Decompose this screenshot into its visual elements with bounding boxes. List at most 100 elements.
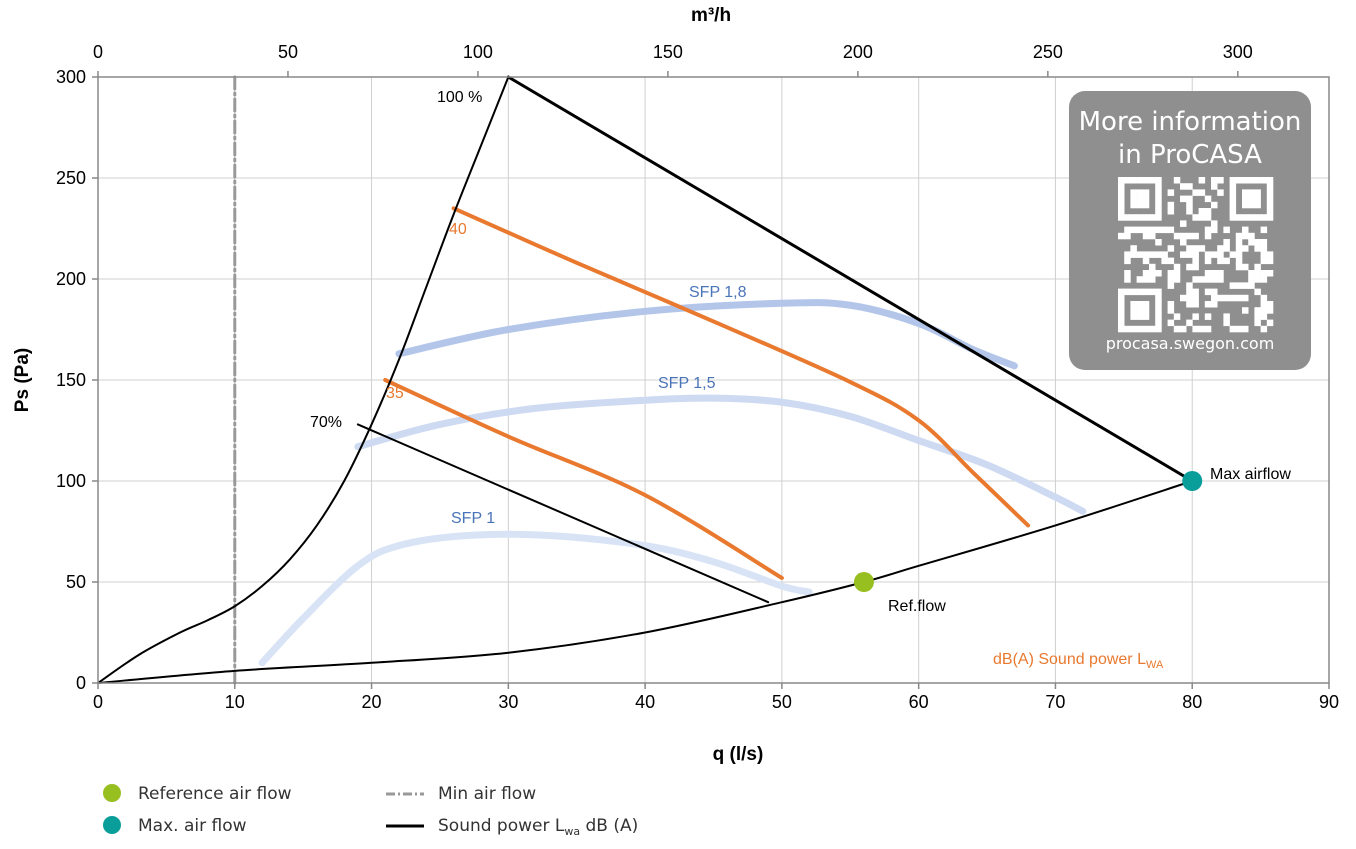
legend-reference-label: Reference air flow	[138, 784, 292, 804]
qr-module	[1186, 232, 1193, 240]
qr-module	[1149, 251, 1156, 258]
qr-module	[1142, 214, 1150, 221]
qr-module	[1155, 288, 1162, 296]
qr-module	[1124, 325, 1131, 333]
qr-module	[1266, 189, 1274, 196]
qr-module	[1242, 195, 1249, 203]
qr-module	[1173, 325, 1181, 333]
qr-module	[1242, 232, 1249, 240]
qr-module	[1186, 183, 1193, 190]
qr-module	[1242, 263, 1249, 271]
qr-module	[1229, 189, 1237, 196]
y-axis-title: Ps (Pa)	[12, 348, 33, 412]
qr-info-box[interactable]: More information in ProCASA procasa.sweg…	[1069, 91, 1311, 370]
qr-module	[1118, 189, 1125, 196]
qr-module	[1155, 239, 1162, 246]
qr-module	[1180, 294, 1187, 302]
qr-module	[1180, 325, 1187, 333]
qr-module	[1204, 301, 1212, 308]
qr-module	[1118, 208, 1125, 215]
qr-box-url: procasa.swegon.com	[1106, 334, 1275, 353]
qr-module	[1180, 195, 1187, 203]
qr-module	[1130, 307, 1137, 314]
qr-module	[1229, 177, 1237, 184]
qr-module	[1229, 294, 1237, 302]
qr-module	[1136, 276, 1144, 283]
qr-module	[1136, 313, 1144, 320]
qr-module	[1204, 214, 1212, 221]
qr-module	[1217, 251, 1224, 258]
qr-module	[1186, 319, 1193, 327]
qr-module	[1186, 251, 1193, 258]
qr-module	[1223, 319, 1230, 327]
qr-module	[1118, 301, 1125, 308]
qr-module	[1173, 232, 1181, 240]
qr-module	[1254, 195, 1261, 203]
qr-module	[1235, 245, 1243, 252]
qr-module	[1167, 257, 1175, 265]
qr-module	[1254, 288, 1261, 296]
qr-module	[1180, 232, 1187, 240]
qr-module	[1118, 319, 1125, 327]
x2-tick-label: 0	[93, 42, 103, 62]
qr-module	[1242, 294, 1249, 302]
qr-module	[1223, 226, 1230, 234]
qr-module	[1167, 319, 1175, 327]
qr-module	[1136, 325, 1144, 333]
qr-module	[1248, 177, 1255, 184]
y-tick-label: 250	[56, 168, 86, 188]
qr-module	[1173, 270, 1181, 277]
qr-module	[1266, 257, 1274, 265]
qr-module	[1155, 319, 1162, 327]
qr-module	[1248, 195, 1255, 203]
qr-module	[1235, 282, 1243, 289]
qr-module	[1217, 276, 1224, 283]
qr-module	[1136, 214, 1144, 221]
qr-module	[1180, 239, 1187, 246]
qr-module	[1260, 307, 1268, 314]
qr-module	[1242, 214, 1249, 221]
series-sound-power-35	[383, 378, 784, 580]
x2-tick-label: 100	[463, 42, 493, 62]
sound-power-annotation-main: dB(A) Sound power L	[993, 651, 1146, 668]
qr-module	[1235, 177, 1243, 184]
qr-module	[1242, 189, 1249, 196]
y-tick-label: 300	[56, 67, 86, 87]
qr-module	[1198, 214, 1206, 221]
qr-module	[1254, 245, 1261, 252]
qr-module	[1186, 245, 1193, 252]
qr-module	[1204, 270, 1212, 277]
qr-module	[1130, 189, 1137, 196]
qr-module	[1266, 183, 1274, 190]
qr-module	[1260, 214, 1268, 221]
qr-module	[1124, 214, 1131, 221]
qr-module	[1130, 245, 1137, 252]
qr-module	[1204, 226, 1212, 234]
qr-module	[1211, 177, 1218, 184]
qr-module	[1155, 270, 1162, 277]
legend-sound-sub: wa	[564, 825, 580, 838]
qr-module	[1186, 195, 1193, 203]
qr-module	[1124, 232, 1131, 240]
x2-tick-label: 250	[1033, 42, 1063, 62]
qr-module	[1204, 276, 1212, 283]
series-sfp-sfp-1	[258, 530, 813, 667]
qr-module	[1211, 288, 1218, 296]
y-tick-label: 150	[56, 370, 86, 390]
qr-module	[1155, 325, 1162, 333]
qr-module	[1142, 226, 1150, 234]
y-tick-label: 50	[66, 572, 86, 592]
qr-module	[1155, 189, 1162, 196]
series-layer	[97, 75, 1194, 685]
qr-module	[1204, 288, 1212, 296]
qr-module	[1242, 325, 1249, 333]
qr-module	[1149, 226, 1156, 234]
qr-module	[1142, 270, 1150, 277]
qr-module	[1142, 257, 1150, 265]
qr-box-line1: More information	[1079, 107, 1302, 137]
qr-module	[1142, 195, 1150, 203]
qr-module	[1142, 189, 1150, 196]
qr-module	[1248, 214, 1255, 221]
qr-module	[1254, 239, 1261, 246]
